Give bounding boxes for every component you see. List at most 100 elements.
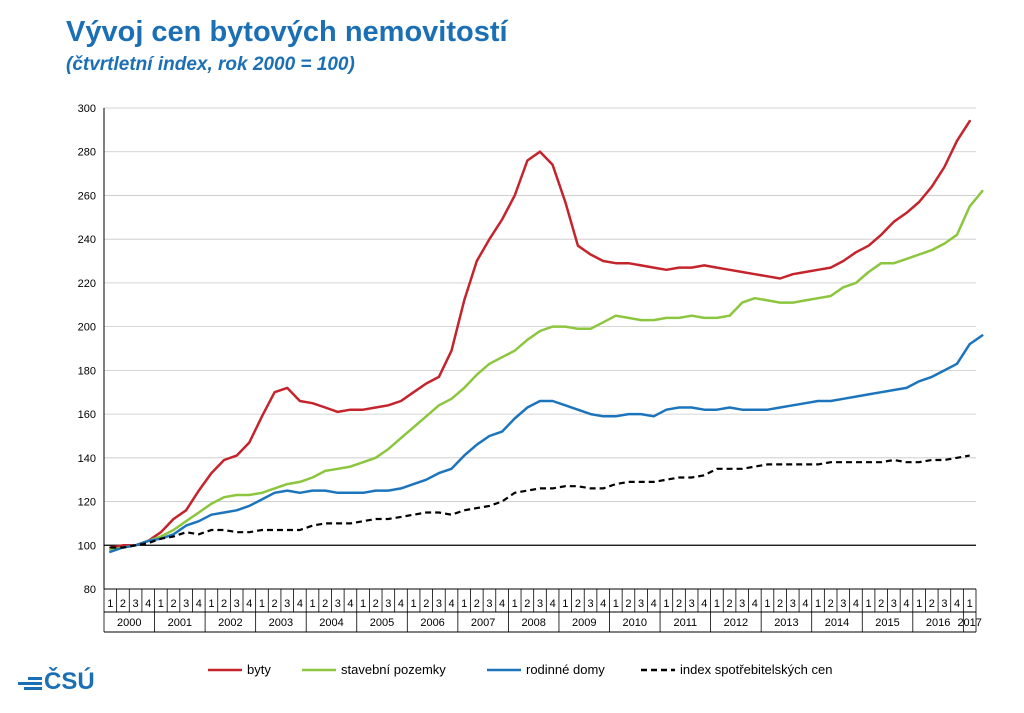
x-tick-label-year: 2016 [926,617,950,629]
series-layer [109,119,984,554]
x-tick-label-quarter: 4 [903,598,909,610]
x-tick-label-quarter: 2 [625,598,631,610]
x-tick-label-quarter: 1 [714,598,720,610]
x-tick-label-quarter: 3 [840,598,846,610]
x-tick-label-quarter: 2 [423,598,429,610]
y-tick-label: 260 [78,190,96,202]
x-tick-label-year: 2012 [724,617,748,629]
legend-label-stavebni_pozemky: stavební pozemky [341,662,446,677]
x-tick-label-year: 2005 [370,617,394,629]
y-tick-label: 140 [78,453,96,465]
x-tick-label-quarter: 1 [916,598,922,610]
chart-legend: byty stavební pozemky rodinné domy index sp… [208,662,832,677]
x-tick-label-quarter: 2 [828,598,834,610]
x-tick-label-quarter: 3 [234,598,240,610]
x-tick-label-year: 2004 [319,617,343,629]
y-tick-label: 180 [78,365,96,377]
y-tick-label: 200 [78,322,96,334]
page-title: Vývoj cen bytových nemovitostí [66,16,508,48]
x-tick-label-quarter: 2 [676,598,682,610]
series-line-rodinne_domy [109,334,984,554]
x-tick-label-quarter: 4 [954,598,960,610]
x-tick-label-quarter: 2 [524,598,530,610]
x-tick-label-year: 2013 [774,617,798,629]
legend-label-index_spotrebitelskych_cen: index spotřebitelských cen [680,662,832,677]
series-line-byty [109,119,971,549]
y-tick-label: 100 [78,540,96,552]
y-tick-label: 300 [78,103,96,115]
x-tick-label-quarter: 2 [777,598,783,610]
x-tick-label-quarter: 1 [967,598,973,610]
x-tick-label-quarter: 2 [373,598,379,610]
x-tick-label-quarter: 3 [133,598,139,610]
x-tick-label-quarter: 4 [398,598,404,610]
x-tick-label-quarter: 4 [499,598,505,610]
x-tick-label-quarter: 3 [284,598,290,610]
x-tick-label-quarter: 4 [701,598,707,610]
x-tick-label-quarter: 3 [790,598,796,610]
x-tick-label-quarter: 2 [474,598,480,610]
x-tick-label-quarter: 4 [246,598,252,610]
x-tick-label-quarter: 4 [853,598,859,610]
x-tick-label-quarter: 1 [309,598,315,610]
y-tick-label: 220 [78,278,96,290]
y-tick-label: 160 [78,409,96,421]
x-tick-label-quarter: 1 [259,598,265,610]
y-tick-label: 240 [78,234,96,246]
x-tick-label-year: 2011 [674,617,698,629]
x-tick-label-quarter: 2 [120,598,126,610]
logo-text: ČSÚ [44,668,95,695]
x-tick-label-year: 2006 [420,617,444,629]
x-tick-label-quarter: 4 [600,598,606,610]
x-tick-label-quarter: 3 [739,598,745,610]
logo-bars-icon [18,675,42,690]
x-tick-label-quarter: 4 [550,598,556,610]
x-tick-label-quarter: 4 [752,598,758,610]
x-tick-label-quarter: 4 [448,598,454,610]
x-tick-label-quarter: 4 [145,598,151,610]
series-line-stavebni_pozemky [109,189,984,551]
x-tick-label-quarter: 3 [183,598,189,610]
legend-label-byty: byty [247,662,271,677]
x-tick-label-year: 2015 [875,617,899,629]
x-tick-label-quarter: 1 [360,598,366,610]
x-tick-label-quarter: 3 [436,598,442,610]
x-tick-label-quarter: 4 [297,598,303,610]
x-tick-label-quarter: 2 [878,598,884,610]
x-tick-label-year: 2010 [623,617,647,629]
x-tick-label-quarter: 1 [208,598,214,610]
x-tick-label-quarter: 3 [689,598,695,610]
x-tick-label-quarter: 1 [815,598,821,610]
x-tick-label-quarter: 1 [107,598,113,610]
x-tick-label-quarter: 1 [158,598,164,610]
x-tick-label-quarter: 2 [170,598,176,610]
y-tick-label: 280 [78,147,96,159]
x-tick-label-quarter: 3 [385,598,391,610]
x-tick-label-quarter: 2 [575,598,581,610]
x-tick-label-quarter: 1 [562,598,568,610]
x-tick-label-year: 2001 [168,617,192,629]
x-tick-label-quarter: 1 [411,598,417,610]
x-tick-label-quarter: 3 [486,598,492,610]
x-tick-label-quarter: 2 [272,598,278,610]
x-tick-label-quarter: 1 [461,598,467,610]
y-tick-label: 120 [78,497,96,509]
x-tick-label-quarter: 4 [802,598,808,610]
x-tick-label-quarter: 1 [866,598,872,610]
x-tick-label-quarter: 4 [347,598,353,610]
series-line-index_spotrebitelskych_cen [110,454,970,549]
x-tick-label-year: 2003 [269,617,293,629]
x-tick-label-quarter: 1 [512,598,518,610]
x-tick-label-year: 2000 [117,617,141,629]
x-tick-label-year: 2009 [572,617,596,629]
x-tick-label-quarter: 3 [638,598,644,610]
page-subtitle: (čtvrtletní index, rok 2000 = 100) [66,54,355,75]
y-tick-label: 80 [84,584,96,596]
x-tick-label-year: 2014 [825,617,849,629]
x-tick-label-quarter: 4 [196,598,202,610]
x-tick-label-quarter: 2 [929,598,935,610]
x-tick-label-quarter: 3 [537,598,543,610]
x-tick-label-quarter: 3 [891,598,897,610]
